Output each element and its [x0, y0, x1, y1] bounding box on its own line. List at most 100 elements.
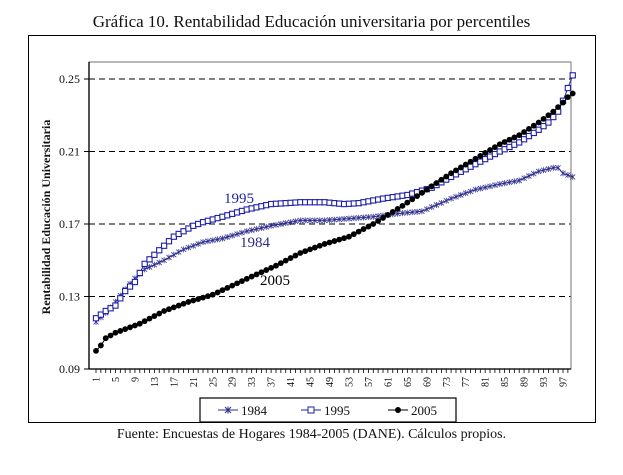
data-point-1984: [365, 214, 372, 221]
data-point-1995: [122, 287, 129, 295]
x-tick-label: 77: [461, 377, 472, 387]
data-point-2005: [360, 226, 367, 232]
data-point-1984: [205, 238, 211, 245]
star-marker-icon: [224, 406, 232, 414]
data-point-1984: [297, 217, 304, 224]
y-axis-label: Rentabilidad Educación Universitaria: [39, 120, 53, 315]
data-point-1984: [180, 246, 187, 253]
y-tick-label: 0.17: [59, 217, 80, 231]
data-point-2005: [122, 326, 129, 333]
series-label-1995: 1995: [224, 191, 254, 207]
data-point-2005: [117, 328, 124, 334]
data-point-2005: [346, 233, 352, 240]
legend-item-1995: 1995: [301, 403, 350, 418]
data-point-2005: [433, 180, 440, 186]
data-point-2005: [467, 158, 474, 165]
data-point-2005: [511, 134, 518, 141]
data-point-2005: [462, 161, 469, 168]
data-point-1995: [97, 311, 105, 318]
data-point-2005: [457, 164, 464, 171]
data-point-1984: [219, 235, 226, 242]
y-tick-label: 0.13: [59, 290, 80, 304]
data-point-1984: [462, 190, 469, 197]
data-point-1984: [423, 206, 430, 213]
data-point-2005: [491, 144, 498, 151]
data-point-2005: [141, 318, 148, 325]
data-point-2005: [312, 244, 318, 251]
data-point-1984: [321, 217, 328, 224]
data-point-2005: [564, 94, 571, 101]
data-point-2005: [472, 155, 479, 162]
series-label-2005: 2005: [260, 273, 290, 289]
data-point-2005: [93, 347, 99, 354]
data-point-1984: [253, 226, 260, 233]
data-point-1984: [229, 232, 236, 239]
data-point-1984: [453, 193, 459, 200]
x-tick-label: 5: [111, 377, 122, 382]
data-point-1995: [151, 251, 158, 258]
data-point-1995: [535, 126, 542, 133]
data-point-2005: [453, 167, 459, 174]
series-label-1984: 1984: [240, 235, 271, 251]
data-point-2005: [277, 260, 284, 267]
data-point-2005: [297, 250, 304, 256]
data-point-1984: [307, 217, 313, 224]
data-point-1984: [521, 175, 527, 182]
data-point-1984: [350, 215, 357, 222]
data-point-1984: [200, 239, 206, 246]
data-point-1984: [268, 222, 274, 229]
x-tick-label: 25: [208, 377, 219, 387]
data-point-2005: [384, 212, 391, 218]
x-tick-label: 65: [403, 377, 414, 387]
data-point-2005: [540, 115, 547, 122]
data-point-2005: [200, 294, 206, 301]
data-point-2005: [530, 122, 537, 129]
data-point-2005: [239, 278, 245, 284]
x-tick-label: 61: [383, 377, 394, 387]
data-point-1984: [569, 173, 576, 180]
data-point-1984: [501, 180, 508, 187]
data-point-2005: [482, 150, 489, 156]
data-point-1984: [409, 209, 416, 216]
data-point-1984: [516, 177, 523, 184]
data-point-1995: [160, 242, 168, 249]
data-point-2005: [287, 255, 294, 261]
data-point-1984: [560, 170, 566, 177]
data-point-2005: [380, 215, 386, 221]
data-point-1984: [248, 227, 255, 234]
data-point-2005: [185, 299, 192, 305]
data-point-1984: [511, 178, 518, 185]
data-point-2005: [234, 280, 240, 287]
data-point-1995: [545, 119, 552, 126]
data-point-1995: [540, 122, 547, 130]
data-point-1995: [564, 84, 572, 92]
data-point-1984: [214, 236, 221, 243]
gridlines: [89, 78, 571, 297]
x-tick-labels: 1 5 9 13 17 21 25 29 33 37 41 45 49 53 57 61 65 69 73 77 81 8…: [92, 377, 570, 387]
data-point-1984: [360, 214, 367, 221]
data-point-2005: [229, 282, 236, 289]
x-tick-label: 73: [442, 377, 453, 387]
data-point-2005: [146, 315, 153, 322]
series-line-1984: [95, 167, 573, 323]
x-tick-label: 81: [481, 377, 492, 387]
chart-title: Gráfica 10. Rentabilidad Educación unive…: [92, 12, 531, 31]
data-point-2005: [477, 152, 484, 159]
data-point-1984: [331, 216, 338, 223]
data-point-1984: [540, 167, 547, 174]
data-point-1984: [190, 242, 197, 249]
data-point-1984: [195, 240, 202, 247]
circle-marker-icon: [395, 407, 401, 413]
data-point-2005: [516, 132, 523, 139]
data-point-1984: [448, 195, 454, 202]
x-tick-label: 21: [189, 377, 200, 387]
x-tick-label: 33: [247, 377, 258, 387]
square-marker-icon: [307, 406, 315, 414]
data-point-1984: [302, 217, 309, 224]
data-point-1984: [161, 257, 167, 264]
data-point-1984: [535, 168, 542, 175]
data-point-2005: [336, 236, 343, 243]
data-point-1984: [224, 234, 231, 240]
data-point-2005: [409, 196, 416, 203]
